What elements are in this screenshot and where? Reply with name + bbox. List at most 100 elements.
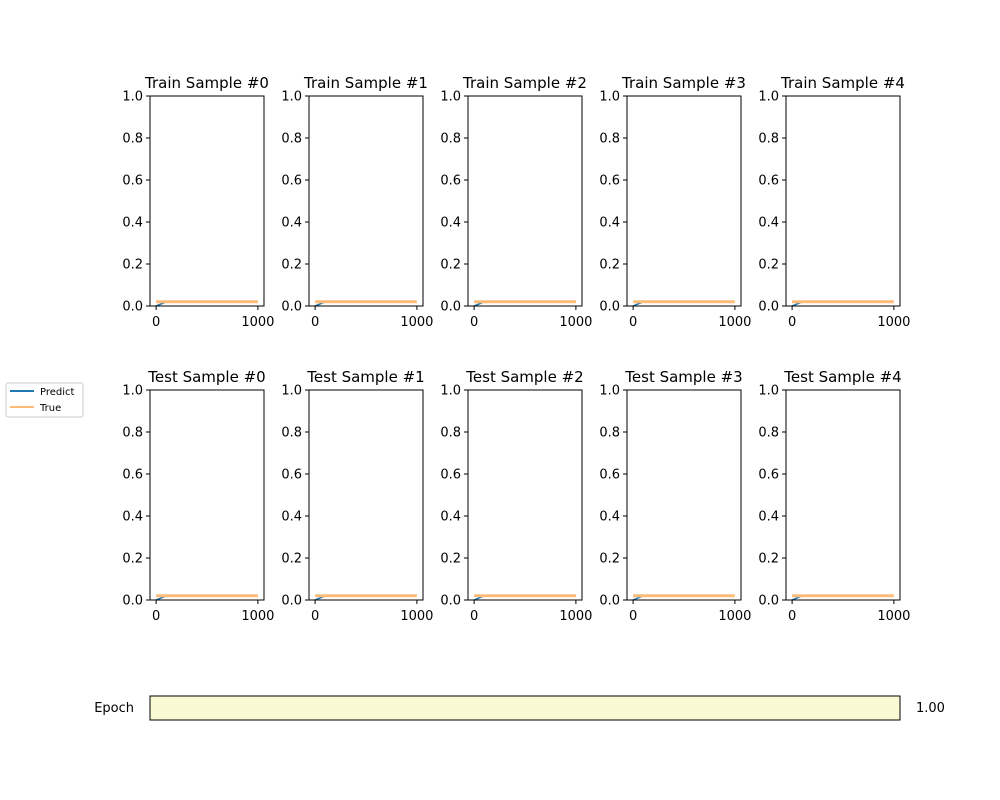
test-sample-3-ytick-label: 0.8 [599, 426, 620, 441]
train-sample-4-xtick-label: 1000 [877, 315, 910, 330]
train-sample-2-ytick-label: 0.8 [440, 132, 461, 147]
test-sample-4-ytick-label: 0.8 [758, 426, 779, 441]
test-sample-1-panel: Test Sample #1 0.0 0.2 0.4 0.6 0.8 1.0 0 1000 [281, 368, 433, 624]
train-sample-4-ytick-label: 0.6 [758, 174, 779, 189]
train-sample-4-axes-frame [785, 95, 901, 307]
test-sample-1-ytick-label: 0.0 [281, 594, 302, 609]
train-sample-0-ytick-label: 0.6 [122, 174, 143, 189]
train-sample-0-plot-area [150, 96, 264, 306]
train-sample-0-xtick-label: 1000 [241, 315, 274, 330]
train-sample-2-ytick-label: 0.0 [440, 300, 461, 315]
train-sample-4-xtick-label: 0 [788, 315, 796, 330]
test-sample-4-axes-frame [785, 389, 901, 601]
train-sample-1-axes-frame [308, 95, 424, 307]
train-sample-1-xtick-label: 0 [311, 315, 319, 330]
test-sample-1-xtick-label: 0 [311, 609, 319, 624]
train-sample-2-ytick-label: 0.6 [440, 174, 461, 189]
test-sample-2-ytick-label: 0.6 [440, 468, 461, 483]
test-sample-3-title: Test Sample #3 [624, 368, 742, 386]
train-sample-4-ytick-label: 0.8 [758, 132, 779, 147]
test-sample-4-ytick-label: 0.0 [758, 594, 779, 609]
train-sample-3-ytick-label: 0.0 [599, 300, 620, 315]
test-sample-0-ytick-label: 0.2 [122, 552, 143, 567]
test-sample-0-plot-area [150, 390, 264, 600]
train-sample-2-ytick-label: 0.4 [440, 216, 461, 231]
train-sample-1-ytick-label: 0.6 [281, 174, 302, 189]
test-sample-2-panel: Test Sample #2 0.0 0.2 0.4 0.6 0.8 1.0 0 1000 [440, 368, 592, 624]
test-sample-4-ytick-label: 1.0 [758, 384, 779, 399]
train-sample-4-panel: Train Sample #4 0.0 0.2 0.4 0.6 0.8 1.0 0 1000 [758, 74, 910, 330]
test-sample-2-ytick-label: 0.0 [440, 594, 461, 609]
train-sample-3-ytick-label: 1.0 [599, 90, 620, 105]
test-sample-0-ytick-label: 1.0 [122, 384, 143, 399]
train-sample-3-ytick-label: 0.4 [599, 216, 620, 231]
test-sample-2-ytick-label: 0.4 [440, 510, 461, 525]
test-sample-1-title: Test Sample #1 [306, 368, 424, 386]
test-sample-3-ytick-label: 0.2 [599, 552, 620, 567]
test-sample-2-ytick-label: 1.0 [440, 384, 461, 399]
epoch-slider-value: 1.00 [916, 701, 945, 716]
train-sample-3-axes-frame [626, 95, 742, 307]
train-sample-0-ytick-label: 0.2 [122, 258, 143, 273]
test-sample-4-xtick-label: 0 [788, 609, 796, 624]
train-sample-2-xtick-label: 1000 [559, 315, 592, 330]
train-sample-1-ytick-label: 0.4 [281, 216, 302, 231]
train-sample-3-panel: Train Sample #3 0.0 0.2 0.4 0.6 0.8 1.0 0 1000 [599, 74, 751, 330]
train-sample-2-plot-area [468, 96, 582, 306]
test-sample-0-ytick-label: 0.0 [122, 594, 143, 609]
test-sample-3-panel: Test Sample #3 0.0 0.2 0.4 0.6 0.8 1.0 0 1000 [599, 368, 751, 624]
test-sample-1-ytick-label: 0.4 [281, 510, 302, 525]
train-sample-1-plot-area [309, 96, 423, 306]
train-sample-4-ytick-label: 0.4 [758, 216, 779, 231]
test-sample-4-ytick-label: 0.2 [758, 552, 779, 567]
train-sample-0-axes-frame [149, 95, 265, 307]
train-sample-0-xtick-label: 0 [152, 315, 160, 330]
train-sample-3-title: Train Sample #3 [621, 74, 746, 92]
train-sample-4-ytick-label: 0.2 [758, 258, 779, 273]
train-sample-3-xtick-label: 1000 [718, 315, 751, 330]
legend-label-predict: Predict [40, 387, 75, 398]
train-sample-2-axes-frame [467, 95, 583, 307]
train-sample-4-plot-area [786, 96, 900, 306]
train-sample-4-ytick-label: 1.0 [758, 90, 779, 105]
legend: Predict True [5, 382, 84, 418]
train-sample-1-ytick-label: 0.0 [281, 300, 302, 315]
test-sample-0-ytick-label: 0.6 [122, 468, 143, 483]
train-sample-0-ytick-label: 0.0 [122, 300, 143, 315]
train-sample-4-ytick-label: 0.0 [758, 300, 779, 315]
train-sample-2-panel: Train Sample #2 0.0 0.2 0.4 0.6 0.8 1.0 0 1000 [440, 74, 592, 330]
epoch-slider[interactable]: Epoch 1.00 [94, 695, 945, 721]
train-sample-1-title: Train Sample #1 [303, 74, 428, 92]
epoch-slider-fill[interactable] [150, 696, 900, 720]
train-sample-2-xtick-label: 0 [470, 315, 478, 330]
test-sample-4-xtick-label: 1000 [877, 609, 910, 624]
train-sample-0-panel: Train Sample #0 0.0 0.2 0.4 0.6 0.8 1.0 0 1000 [122, 74, 274, 330]
train-sample-0-title: Train Sample #0 [144, 74, 269, 92]
test-sample-4-ytick-label: 0.4 [758, 510, 779, 525]
test-sample-4-plot-area [786, 390, 900, 600]
test-sample-0-xtick-label: 1000 [241, 609, 274, 624]
test-sample-1-ytick-label: 1.0 [281, 384, 302, 399]
test-sample-2-plot-area [468, 390, 582, 600]
train-sample-3-ytick-label: 0.8 [599, 132, 620, 147]
train-sample-1-ytick-label: 0.2 [281, 258, 302, 273]
test-sample-2-axes-frame [467, 389, 583, 601]
train-sample-2-title: Train Sample #2 [462, 74, 587, 92]
epoch-slider-label: Epoch [94, 701, 134, 716]
test-sample-3-ytick-label: 1.0 [599, 384, 620, 399]
train-sample-2-ytick-label: 0.2 [440, 258, 461, 273]
test-sample-4-panel: Test Sample #4 0.0 0.2 0.4 0.6 0.8 1.0 0 1000 [758, 368, 910, 624]
test-sample-2-title: Test Sample #2 [465, 368, 583, 386]
test-sample-3-ytick-label: 0.0 [599, 594, 620, 609]
train-sample-0-ytick-label: 1.0 [122, 90, 143, 105]
train-sample-3-xtick-label: 0 [629, 315, 637, 330]
test-sample-2-ytick-label: 0.8 [440, 426, 461, 441]
test-sample-0-ytick-label: 0.8 [122, 426, 143, 441]
test-sample-3-xtick-label: 1000 [718, 609, 751, 624]
train-sample-2-ytick-label: 1.0 [440, 90, 461, 105]
test-sample-3-ytick-label: 0.4 [599, 510, 620, 525]
subplot-grid: Train Sample #00.00.20.40.60.81.00 1000Tr… [122, 74, 910, 624]
test-sample-0-xtick-label: 0 [152, 609, 160, 624]
train-sample-1-panel: Train Sample #1 0.0 0.2 0.4 0.6 0.8 1.0 0 1000 [281, 74, 433, 330]
